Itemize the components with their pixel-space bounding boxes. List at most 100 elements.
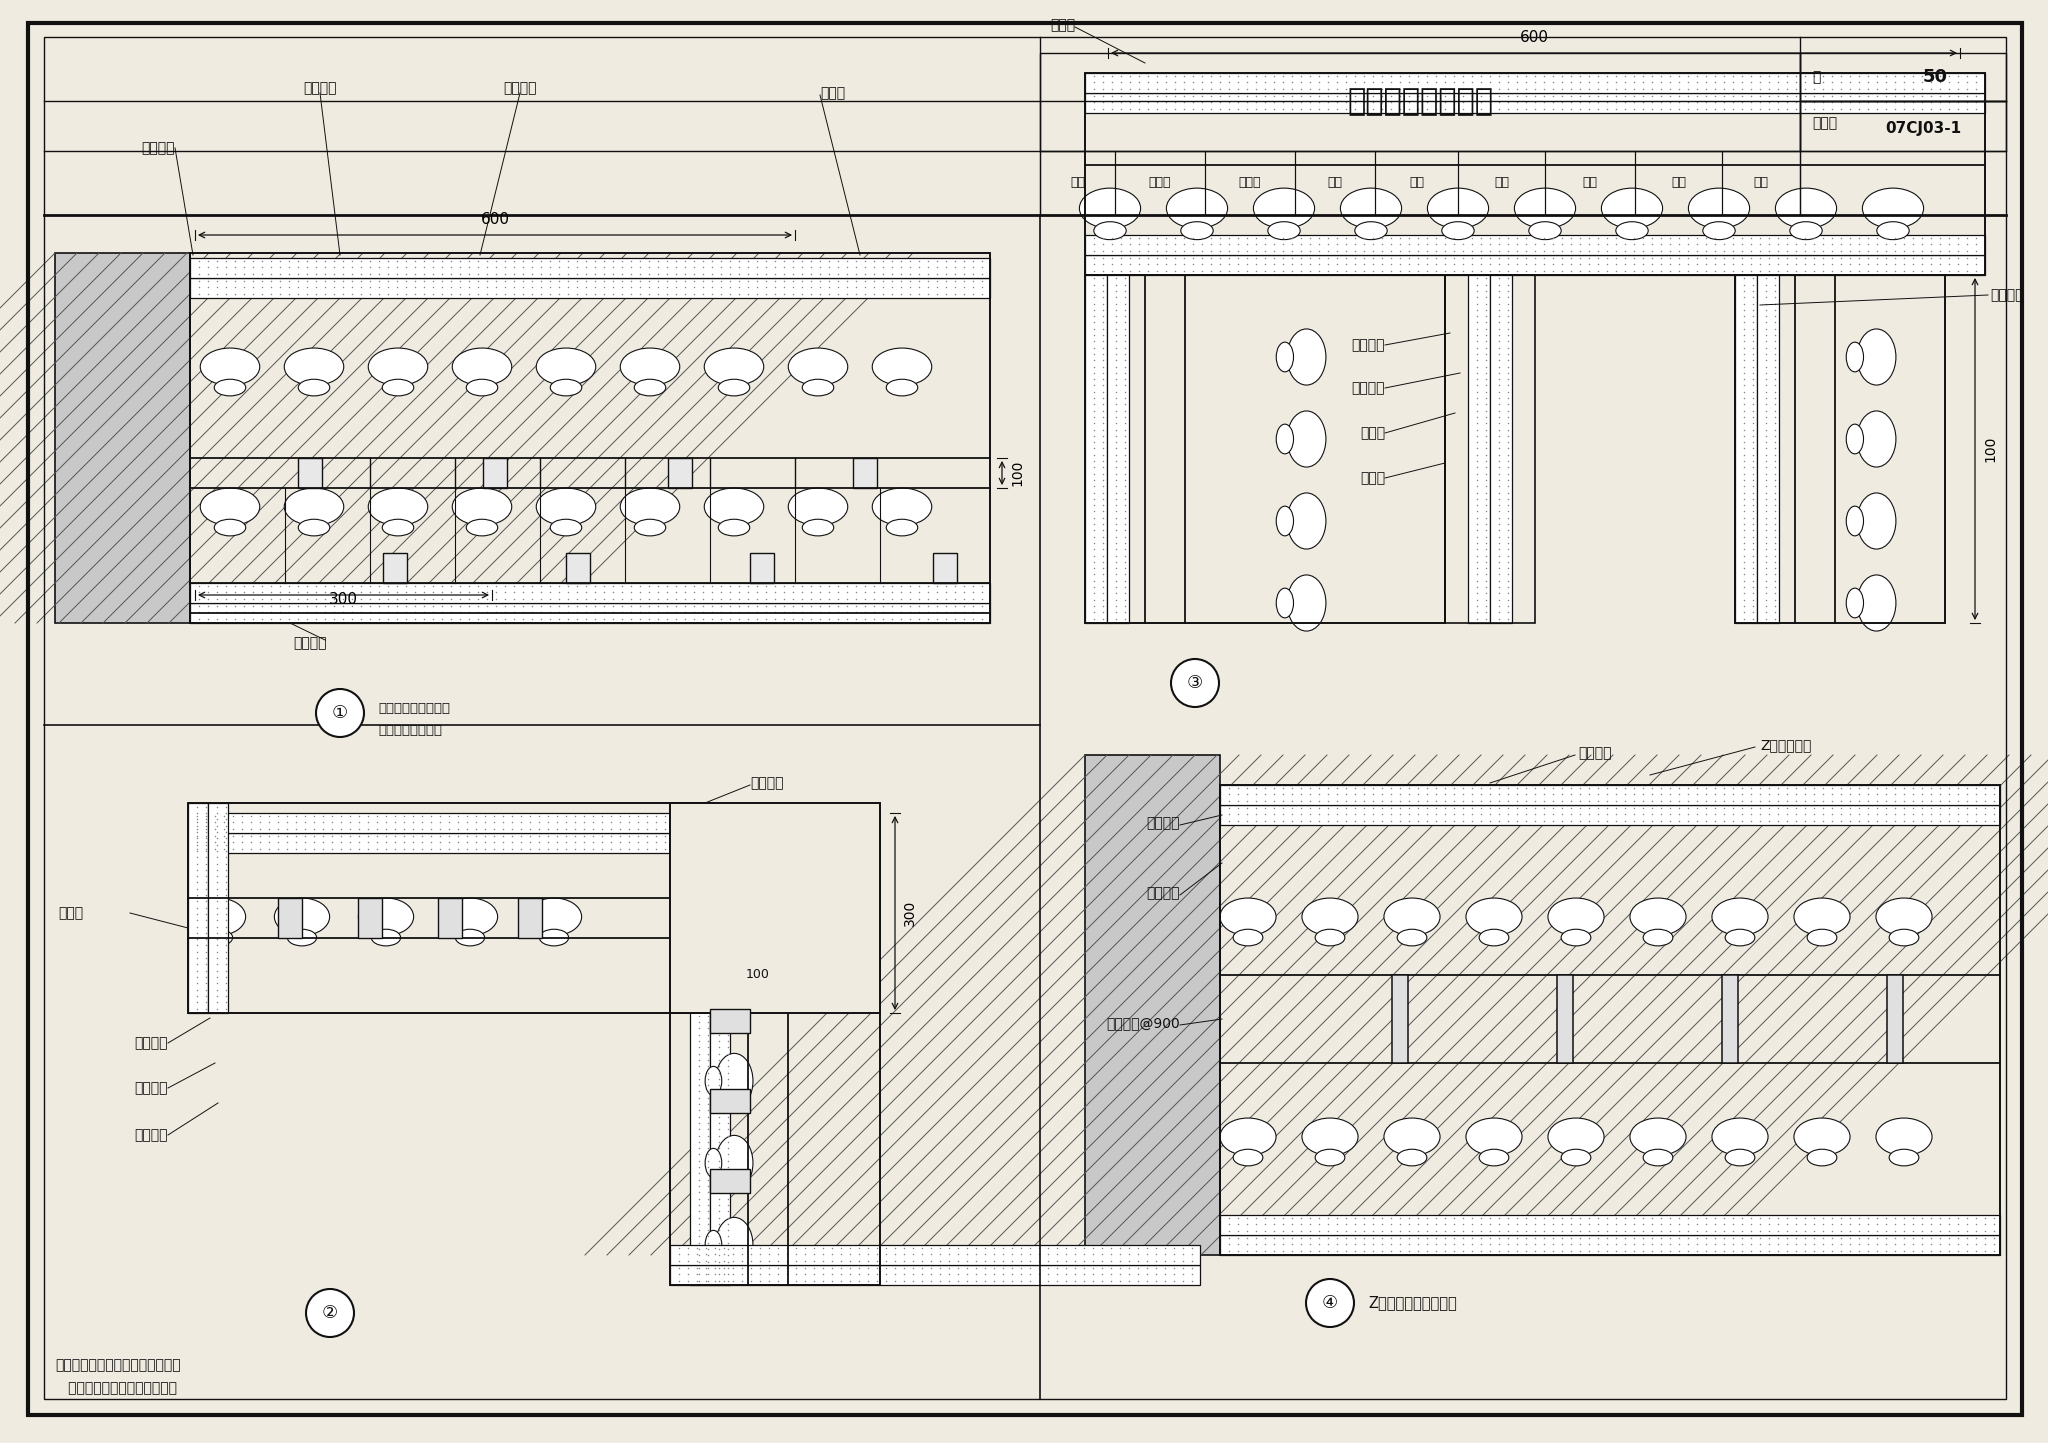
Point	[711, 1212, 743, 1235]
Point	[506, 270, 539, 293]
Point	[969, 1268, 1001, 1291]
Point	[1708, 91, 1741, 114]
Point	[1401, 84, 1434, 107]
Point	[1749, 462, 1782, 485]
Point	[1729, 380, 1761, 403]
Point	[1933, 1206, 1966, 1229]
Point	[1737, 531, 1769, 554]
Point	[702, 1206, 735, 1229]
Text: ①: ①	[332, 704, 348, 722]
Point	[1100, 595, 1133, 618]
Point	[1475, 797, 1507, 820]
Point	[522, 837, 555, 860]
Point	[207, 831, 240, 854]
Point	[1100, 361, 1133, 384]
Point	[1546, 810, 1579, 833]
Point	[1491, 247, 1524, 270]
Point	[1249, 253, 1282, 276]
Point	[1366, 1212, 1399, 1235]
Point	[1698, 782, 1731, 805]
Point	[1194, 227, 1227, 250]
Point	[1276, 802, 1309, 825]
Point	[1159, 71, 1192, 94]
Ellipse shape	[369, 488, 428, 525]
Point	[682, 1206, 715, 1229]
Point	[180, 971, 213, 994]
Point	[1149, 253, 1182, 276]
Point	[1470, 392, 1503, 416]
Point	[1825, 84, 1858, 107]
Point	[1663, 227, 1696, 250]
Point	[1653, 91, 1686, 114]
Point	[444, 608, 477, 631]
Point	[1249, 247, 1282, 270]
Point	[1475, 227, 1507, 250]
Point	[702, 1218, 735, 1241]
Point	[1806, 240, 1839, 263]
Point	[1888, 802, 1921, 825]
Point	[1645, 227, 1677, 250]
Point	[604, 817, 637, 840]
Point	[1212, 84, 1245, 107]
Point	[987, 1263, 1020, 1286]
Point	[1284, 1219, 1317, 1242]
Point	[1374, 802, 1407, 825]
Point	[1870, 97, 1903, 120]
Point	[1528, 240, 1561, 263]
Point	[1753, 797, 1786, 820]
Point	[399, 600, 432, 623]
Point	[180, 814, 213, 837]
Point	[461, 574, 494, 597]
Point	[612, 837, 645, 860]
Point	[1743, 76, 1776, 100]
Point	[1817, 1206, 1849, 1229]
Point	[1438, 253, 1470, 276]
Point	[911, 250, 944, 273]
Point	[1636, 84, 1669, 107]
Point	[1690, 71, 1722, 94]
Point	[1759, 518, 1792, 541]
Point	[1122, 1242, 1155, 1266]
Point	[596, 595, 629, 618]
Point	[1108, 469, 1141, 492]
Point	[1419, 97, 1452, 120]
Point	[1311, 247, 1343, 270]
Point	[1321, 76, 1354, 100]
Bar	[1221, 1235, 2001, 1255]
Point	[1862, 1227, 1894, 1250]
Point	[549, 817, 582, 840]
Point	[692, 1188, 725, 1211]
Point	[477, 804, 510, 827]
Point	[1817, 76, 1849, 100]
Point	[1833, 71, 1866, 94]
Point	[379, 824, 412, 847]
Point	[1460, 310, 1493, 333]
Point	[1663, 1219, 1696, 1242]
Point	[682, 1162, 715, 1185]
Point	[731, 587, 764, 610]
Point	[1339, 1240, 1372, 1263]
Point	[1528, 253, 1561, 276]
Point	[1470, 374, 1503, 397]
Point	[1491, 494, 1524, 517]
Point	[588, 580, 621, 603]
Point	[866, 587, 899, 610]
Ellipse shape	[788, 348, 848, 385]
Point	[1618, 1219, 1651, 1242]
Point	[1077, 469, 1110, 492]
Point	[442, 831, 475, 854]
Point	[1501, 247, 1534, 270]
Point	[1249, 1227, 1282, 1250]
Point	[682, 1244, 715, 1267]
Point	[1581, 797, 1614, 820]
Point	[1122, 247, 1155, 270]
Point	[651, 595, 684, 618]
Point	[326, 580, 358, 603]
Point	[1430, 802, 1462, 825]
Point	[1708, 776, 1741, 799]
Point	[1374, 76, 1407, 100]
Point	[885, 574, 918, 597]
Point	[387, 831, 420, 854]
Point	[586, 817, 618, 840]
Point	[1294, 776, 1327, 799]
